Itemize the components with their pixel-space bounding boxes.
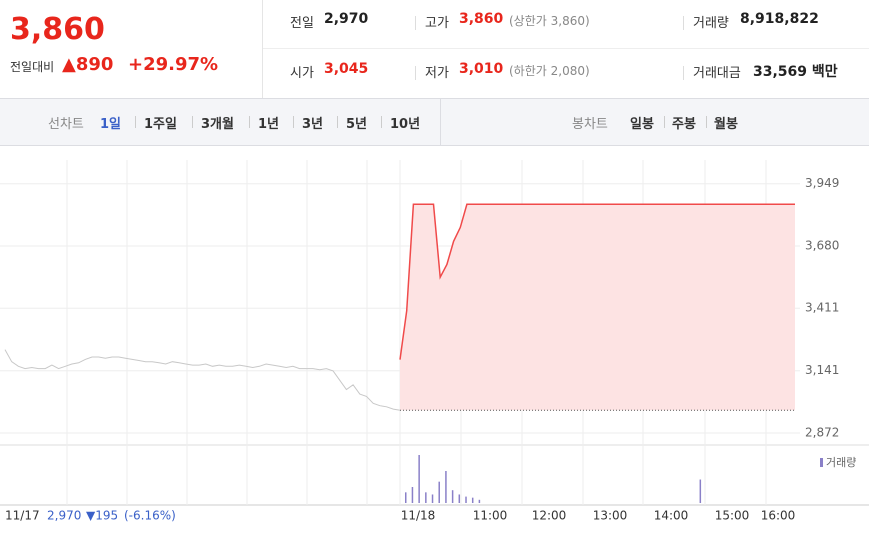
stat-value: 3,045 (324, 61, 369, 77)
stat-label: 시가 (290, 66, 314, 81)
line (399, 203, 795, 360)
divider (683, 66, 684, 80)
tab[interactable]: 1주일 (144, 117, 177, 132)
tab-label: 봉차트 (572, 117, 608, 132)
volume-bar (471, 497, 474, 503)
area (400, 204, 795, 411)
volume-bar (431, 494, 434, 503)
legend-label: 거래량 (826, 456, 856, 469)
row-line (263, 48, 869, 49)
divider (381, 116, 382, 128)
divider (706, 116, 707, 128)
volume-bar (411, 487, 414, 503)
divider (415, 66, 416, 80)
divider (135, 116, 136, 128)
y-tick-label: 3,411 (805, 301, 839, 315)
volume-bar (418, 455, 420, 503)
tab[interactable]: 주봉 (672, 117, 696, 132)
divider (664, 116, 665, 128)
stat-value: 33,569 백만 (753, 64, 838, 80)
tab[interactable]: 5년 (346, 117, 368, 132)
x-tick-label: 11:00 (473, 509, 508, 523)
change-pct: +29.97% (128, 54, 219, 75)
divider (249, 116, 250, 128)
y-tick-label: 3,680 (805, 238, 839, 252)
stat-note: (하한가 2,080) (509, 64, 590, 78)
change-label: 전일대비 (10, 60, 55, 74)
y-tick-label: 3,949 (805, 176, 839, 190)
divider (293, 116, 294, 128)
stat-value: 3,860 (459, 11, 504, 27)
x-tick-label: 13:00 (593, 509, 628, 523)
stat-value: 8,918,822 (740, 11, 819, 27)
volume-bar (405, 492, 407, 503)
line (4, 349, 401, 411)
stat-label: 저가 (425, 66, 449, 81)
stat-label: 고가 (425, 16, 449, 31)
y-tick-label: 2,872 (805, 425, 839, 439)
tab[interactable]: 3년 (302, 117, 324, 132)
volume-bar (438, 481, 440, 503)
tab[interactable]: 월봉 (714, 117, 738, 132)
price: 3,860 (10, 12, 105, 47)
tab[interactable]: 3개월 (201, 117, 234, 132)
divider (683, 16, 684, 30)
divider (337, 116, 338, 128)
x-tick-label: 16:00 (761, 509, 796, 523)
stat-label: 거래대금 (693, 66, 741, 81)
volume-bar (699, 479, 702, 503)
tab-bar (0, 98, 869, 146)
stat-value: 2,970 (324, 11, 369, 27)
divider (415, 16, 416, 30)
volume-bar (451, 490, 454, 503)
prev-close: 2,970 (47, 509, 81, 523)
divider (192, 116, 193, 128)
change: ▲890 (62, 54, 114, 75)
x-tick-label: 12:00 (532, 509, 567, 523)
tab-label: 선차트 (48, 117, 84, 132)
stat-value: 3,010 (459, 61, 504, 77)
divider (440, 99, 441, 145)
quote-box: 3,860 전일대비 ▲890 +29.97% (0, 0, 263, 99)
tab[interactable]: 일봉 (630, 117, 654, 132)
prev-change-pct: (-6.16%) (124, 509, 176, 523)
tab[interactable]: 10년 (390, 117, 421, 132)
prev-change: ▼195 (86, 509, 118, 523)
volume-bar (425, 492, 427, 503)
tab[interactable]: 1년 (258, 117, 280, 132)
legend-swatch (820, 458, 823, 467)
tab[interactable]: 1일 (100, 117, 122, 132)
x-tick-label: 11/18 (401, 509, 436, 523)
volume-bar (465, 496, 467, 503)
volume-bar (458, 494, 461, 503)
prev-date: 11/17 (5, 509, 40, 523)
stat-note: (상한가 3,860) (509, 14, 590, 28)
change-value: 890 (75, 54, 114, 75)
x-tick-label: 14:00 (654, 509, 689, 523)
x-tick-label: 15:00 (715, 509, 750, 523)
volume-bar (478, 499, 481, 503)
y-tick-label: 3,141 (805, 363, 839, 377)
stat-label: 거래량 (693, 16, 729, 31)
volume-bar (445, 471, 447, 503)
stat-label: 전일 (290, 16, 314, 31)
